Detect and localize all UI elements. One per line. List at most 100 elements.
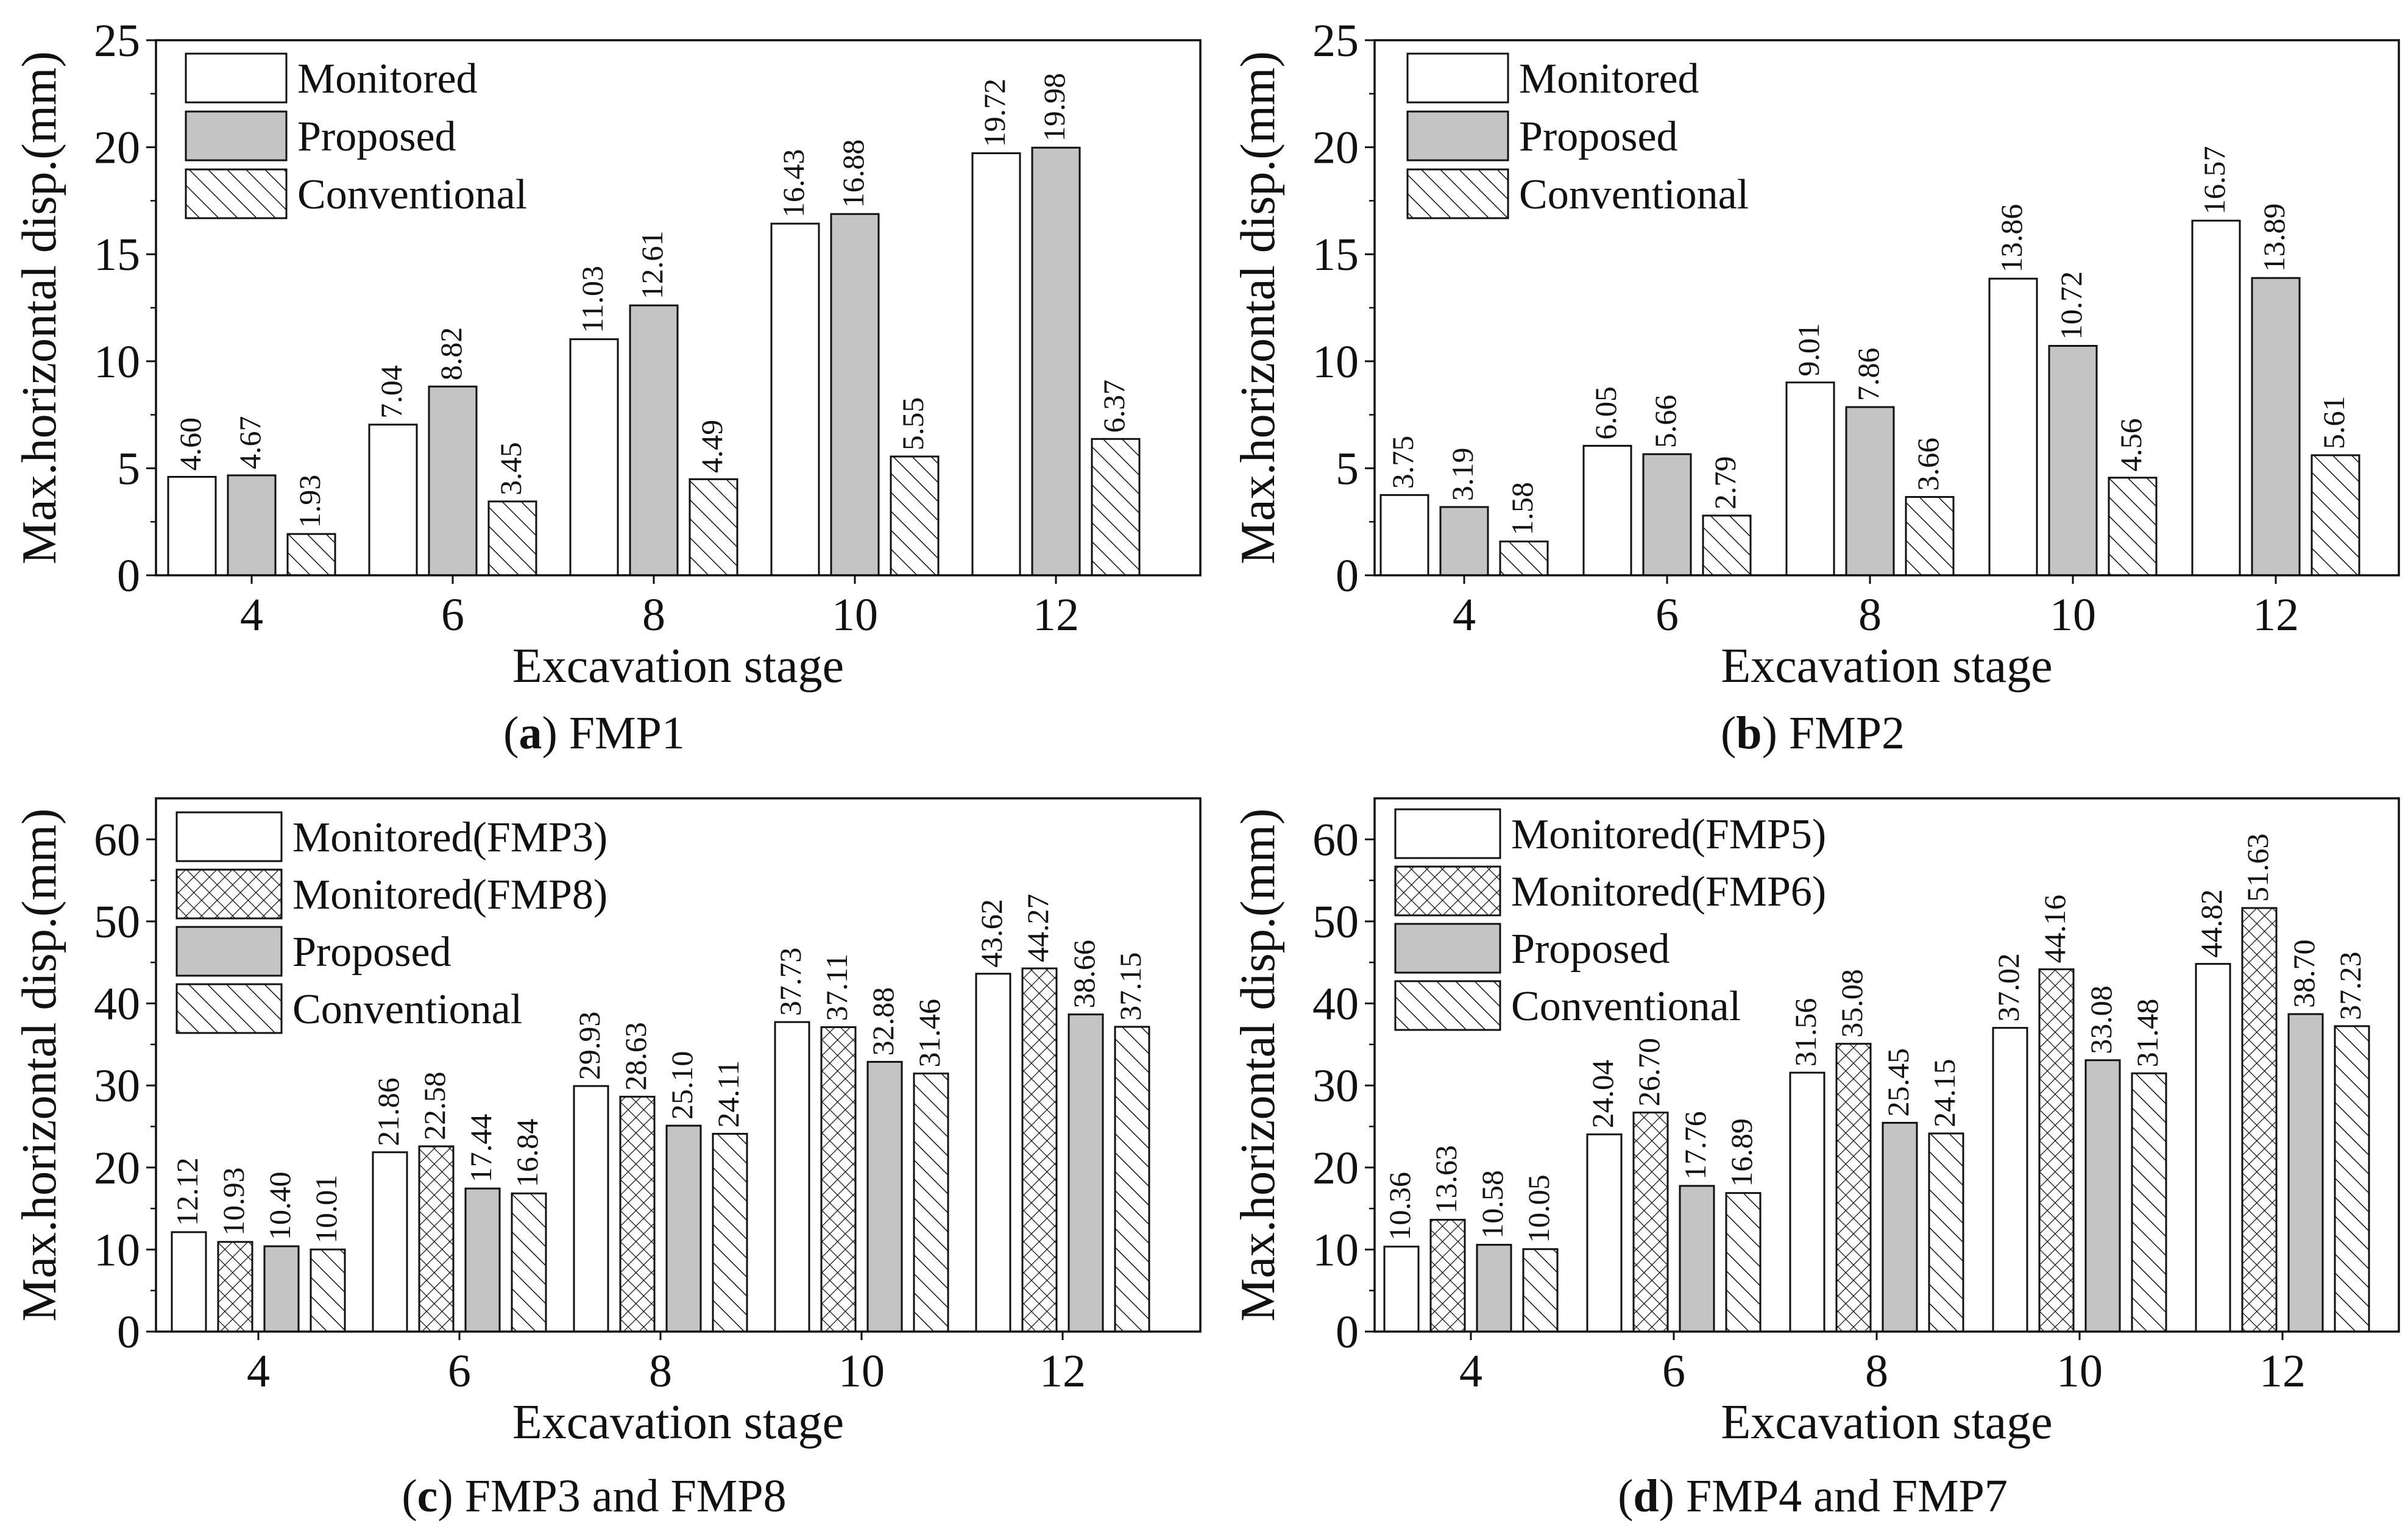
data-label-b-monitored-4: 3.75 xyxy=(1386,436,1420,489)
data-label-b-proposed-6: 5.66 xyxy=(1648,395,1682,449)
data-label-c-monitored-6: 21.86 xyxy=(371,1077,405,1146)
x-tick-label-c-12: 12 xyxy=(1039,1346,1086,1397)
data-label-c-crosshatch-6: 22.58 xyxy=(417,1072,452,1141)
bar-d-crosshatch-4 xyxy=(1429,1219,1466,1333)
legend-swatch-a-proposed xyxy=(185,110,288,161)
bar-c-proposed-6 xyxy=(464,1187,501,1333)
y-tick-label-a-10: 10 xyxy=(94,336,140,388)
data-label-b-conventional-4: 1.58 xyxy=(1505,482,1539,536)
data-label-b-proposed-4: 3.19 xyxy=(1445,447,1479,501)
data-label-c-conventional-10: 31.46 xyxy=(912,999,946,1068)
y-axis-title-d: Max.horizontal disp.(mm) xyxy=(1231,808,1285,1321)
data-label-c-proposed-10: 32.88 xyxy=(866,987,900,1056)
bar-c-proposed-4 xyxy=(263,1245,300,1333)
bar-c-proposed-8 xyxy=(665,1124,702,1333)
x-tick-label-c-6: 6 xyxy=(448,1346,471,1397)
x-tick-label-a-10: 10 xyxy=(832,589,878,640)
bar-b-monitored-4 xyxy=(1379,494,1429,577)
bar-b-proposed-12 xyxy=(2251,277,2301,577)
data-label-d-proposed-10: 33.08 xyxy=(2084,985,2118,1054)
legend-label-a-monitored: Monitored xyxy=(297,55,478,102)
data-label-a-conventional-12: 6.37 xyxy=(1097,380,1131,433)
data-label-d-proposed-4: 10.58 xyxy=(1475,1170,1509,1239)
x-axis-title-d: Excavation stage xyxy=(1721,1396,2052,1449)
legend-swatch-c-crosshatch xyxy=(175,868,283,920)
data-label-a-conventional-10: 5.55 xyxy=(896,397,930,451)
y-tick-label-b-5: 5 xyxy=(1336,443,1359,494)
data-label-c-proposed-8: 25.10 xyxy=(665,1051,699,1120)
x-tick-label-a-12: 12 xyxy=(1033,589,1079,640)
caption-a: (a) FMP1 xyxy=(503,708,685,759)
bar-d-crosshatch-8 xyxy=(1835,1043,1872,1333)
data-label-a-proposed-10: 16.88 xyxy=(836,140,870,208)
bar-d-proposed-4 xyxy=(1476,1244,1512,1333)
data-label-a-proposed-8: 12.61 xyxy=(635,231,669,300)
bar-b-proposed-6 xyxy=(1642,453,1692,577)
y-tick-label-b-25: 25 xyxy=(1312,15,1359,66)
x-axis-title-b: Excavation stage xyxy=(1721,639,2052,693)
data-label-b-monitored-10: 13.86 xyxy=(1994,204,2028,273)
data-label-d-conventional-10: 31.48 xyxy=(2130,999,2164,1068)
data-label-a-monitored-6: 7.04 xyxy=(374,365,408,419)
bar-c-crosshatch-10 xyxy=(820,1026,857,1333)
bar-d-conventional-10 xyxy=(2131,1072,2167,1333)
bar-a-conventional-10 xyxy=(890,455,940,577)
legend-label-b-monitored: Monitored xyxy=(1519,55,1699,102)
data-label-a-conventional-6: 3.45 xyxy=(494,442,528,495)
data-label-d-conventional-6: 16.89 xyxy=(1724,1118,1758,1187)
bar-c-crosshatch-8 xyxy=(619,1096,656,1333)
x-tick-label-c-4: 4 xyxy=(247,1346,270,1397)
data-label-a-proposed-4: 4.67 xyxy=(233,416,267,469)
data-label-c-conventional-4: 10.01 xyxy=(309,1175,343,1244)
data-label-d-conventional-4: 10.05 xyxy=(1521,1174,1556,1243)
data-label-c-monitored-10: 37.73 xyxy=(773,948,807,1017)
data-label-c-monitored-12: 43.62 xyxy=(974,899,1008,968)
x-tick-label-d-6: 6 xyxy=(1662,1346,1685,1397)
data-label-c-conventional-8: 24.11 xyxy=(711,1060,745,1128)
bar-a-monitored-4 xyxy=(167,475,217,577)
data-label-c-conventional-12: 37.15 xyxy=(1113,952,1147,1021)
data-label-c-monitored-8: 29.93 xyxy=(572,1012,606,1080)
data-label-b-monitored-6: 6.05 xyxy=(1588,386,1623,440)
bar-a-proposed-10 xyxy=(830,213,880,577)
data-label-d-proposed-8: 25.45 xyxy=(1881,1048,1915,1117)
bar-a-proposed-6 xyxy=(428,385,478,577)
bar-a-monitored-6 xyxy=(368,424,418,577)
y-tick-label-c-20: 20 xyxy=(94,1143,140,1194)
legend-swatch-c-conventional xyxy=(175,983,283,1034)
y-tick-label-b-10: 10 xyxy=(1312,336,1359,388)
legend-swatch-b-proposed xyxy=(1406,110,1509,161)
data-label-d-crosshatch-4: 13.63 xyxy=(1429,1145,1463,1214)
plot-frame-d xyxy=(1373,797,2400,1333)
data-label-a-proposed-12: 19.98 xyxy=(1037,73,1071,142)
bar-b-proposed-10 xyxy=(2048,345,2098,577)
bar-c-monitored-10 xyxy=(774,1021,810,1333)
bar-d-conventional-4 xyxy=(1522,1248,1559,1333)
bar-b-proposed-8 xyxy=(1845,406,1895,577)
bar-c-monitored-6 xyxy=(372,1151,408,1333)
data-label-c-proposed-12: 38.66 xyxy=(1067,940,1101,1009)
data-label-c-crosshatch-12: 44.27 xyxy=(1021,894,1055,963)
caption-d: (d) FMP4 and FMP7 xyxy=(1618,1471,2008,1522)
y-tick-label-b-20: 20 xyxy=(1312,122,1359,174)
plot-frame-c xyxy=(155,797,1202,1333)
panel-b: 3.75 3.19 1.58 4 6.05 5.66 2.79 6 9.01 7.86 3.66 8 1… xyxy=(1231,15,2400,693)
data-label-d-monitored-4: 10.36 xyxy=(1383,1172,1417,1241)
data-label-b-conventional-6: 2.79 xyxy=(1708,456,1742,510)
y-tick-label-d-30: 30 xyxy=(1312,1060,1359,1112)
y-tick-label-d-40: 40 xyxy=(1312,979,1359,1030)
data-label-d-crosshatch-10: 44.16 xyxy=(2038,895,2072,963)
data-label-c-crosshatch-4: 10.93 xyxy=(216,1167,250,1236)
panel-a: 4.60 4.67 1.93 4 7.04 8.82 3.45 6 11.03 12.61 4.49… xyxy=(13,15,1202,693)
y-tick-label-c-10: 10 xyxy=(94,1224,140,1276)
bar-d-monitored-12 xyxy=(2195,963,2231,1333)
bar-d-crosshatch-12 xyxy=(2241,907,2278,1333)
bar-b-conventional-8 xyxy=(1905,495,1955,577)
y-tick-label-b-0: 0 xyxy=(1336,550,1359,601)
bar-a-monitored-12 xyxy=(971,152,1021,577)
data-label-d-crosshatch-6: 26.70 xyxy=(1632,1038,1666,1107)
legend-label-a-conventional: Conventional xyxy=(297,171,527,218)
bar-d-conventional-6 xyxy=(1725,1192,1762,1333)
y-tick-label-a-20: 20 xyxy=(94,122,140,174)
data-label-d-monitored-6: 24.04 xyxy=(1585,1060,1620,1129)
